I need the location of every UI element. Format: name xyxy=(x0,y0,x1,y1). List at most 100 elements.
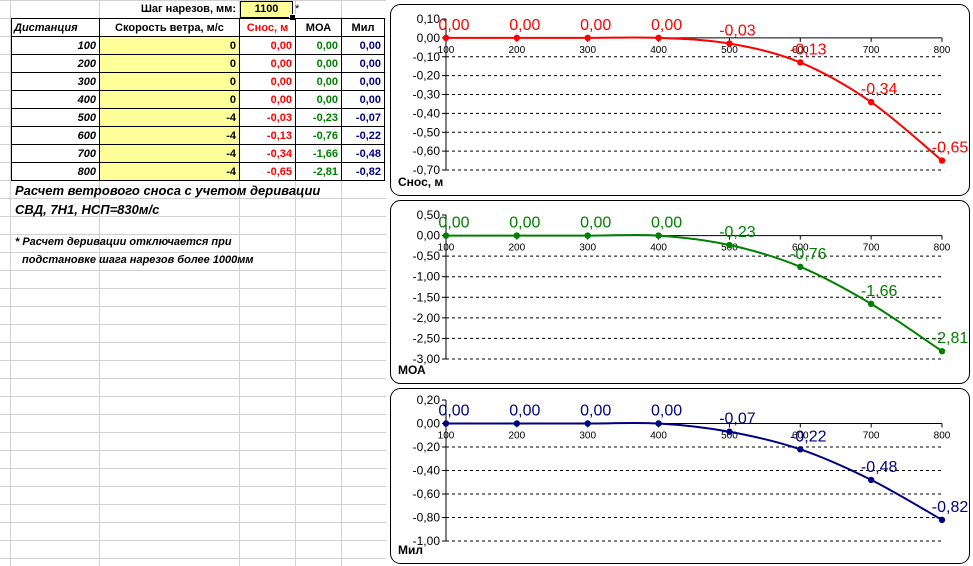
data-point xyxy=(655,34,662,42)
data-label: -0,65 xyxy=(932,140,969,157)
x-tick-label: 800 xyxy=(934,243,951,254)
cell-drift: 0,00 xyxy=(239,90,296,109)
y-tick-label: -0,10 xyxy=(413,50,441,64)
cell-mil: -0,07 xyxy=(341,108,385,127)
data-label: 0,00 xyxy=(580,403,611,420)
cell-wind[interactable]: -4 xyxy=(99,162,240,181)
y-tick-label: 0,50 xyxy=(417,208,441,222)
cell-drift: -0,13 xyxy=(239,126,296,145)
y-tick-label: -0,80 xyxy=(413,511,441,525)
cell-wind[interactable]: -4 xyxy=(99,144,240,163)
footnote-line1: * Расчет деривации отключается при xyxy=(15,236,232,248)
x-tick-label: 200 xyxy=(509,45,526,56)
note-title: Расчет ветрового сноса с учетом дериваци… xyxy=(15,183,321,198)
chart-frame xyxy=(390,4,970,196)
data-label: -0,07 xyxy=(719,411,756,428)
cell-wind[interactable]: 0 xyxy=(99,72,240,91)
x-tick-label: 200 xyxy=(509,243,526,254)
data-label: -1,66 xyxy=(861,283,898,300)
data-point xyxy=(938,347,946,355)
y-tick-label: -3,00 xyxy=(413,352,441,366)
data-label: -0,82 xyxy=(932,499,969,516)
data-label: -0,23 xyxy=(719,224,756,241)
x-tick-label: 100 xyxy=(438,45,455,56)
data-label: 0,00 xyxy=(509,215,540,232)
cell-moa: 0,00 xyxy=(295,90,342,109)
cell-moa: -1,66 xyxy=(295,144,342,163)
y-tick-label: -2,00 xyxy=(413,311,441,325)
data-label: -0,76 xyxy=(790,246,827,263)
cell-wind[interactable]: 0 xyxy=(99,90,240,109)
data-point xyxy=(584,420,591,427)
header-drift: Снос, м xyxy=(239,18,296,37)
chart-moa[interactable]: 0,500,00-0,50-1,00-1,50-2,00-2,50-3,0010… xyxy=(390,200,970,384)
cell-dist: 300 xyxy=(11,72,100,91)
y-tick-label: -1,00 xyxy=(413,270,441,284)
cell-mil: -0,22 xyxy=(341,126,385,145)
data-label: -2,81 xyxy=(932,330,969,347)
data-label: 0,00 xyxy=(651,215,682,232)
data-point xyxy=(938,157,946,164)
x-tick-label: 600 xyxy=(792,431,809,442)
cell-resize-handle[interactable] xyxy=(289,14,296,21)
cell-mil: 0,00 xyxy=(341,72,385,91)
cell-mil: -0,48 xyxy=(341,144,385,163)
cell-mil: 0,00 xyxy=(341,90,385,109)
y-tick-label: 0,00 xyxy=(417,31,441,45)
data-label: 0,00 xyxy=(651,17,682,34)
data-point xyxy=(797,263,804,271)
y-tick-label: -0,20 xyxy=(413,440,441,454)
cell-wind[interactable]: -4 xyxy=(99,126,240,145)
cell-dist: 200 xyxy=(11,54,100,73)
header-moa: МОА xyxy=(295,18,342,37)
y-axis-title: МОА xyxy=(398,363,426,377)
data-label: -0,34 xyxy=(861,81,898,98)
data-point xyxy=(797,59,804,66)
data-point xyxy=(442,232,450,239)
y-tick-label: -0,70 xyxy=(413,163,441,177)
data-label: 0,00 xyxy=(580,17,611,34)
x-tick-label: 800 xyxy=(934,45,951,56)
x-tick-label: 500 xyxy=(721,45,738,56)
footnote-line2: подстановке шага нарезов более 1000мм xyxy=(22,254,254,266)
note-rifle: СВД, 7Н1, НСП=830м/с xyxy=(15,202,160,217)
data-point xyxy=(513,34,521,42)
data-point xyxy=(726,241,733,249)
cell-moa: 0,00 xyxy=(295,36,342,55)
data-point xyxy=(867,300,875,308)
y-tick-label: -0,20 xyxy=(413,69,441,83)
data-point xyxy=(867,98,875,106)
x-tick-label: 600 xyxy=(792,243,809,254)
y-tick-label: -0,50 xyxy=(413,125,441,139)
cell-wind[interactable]: -4 xyxy=(99,108,240,127)
x-tick-label: 500 xyxy=(721,431,738,442)
cell-moa: -0,76 xyxy=(295,126,342,145)
cell-drift: 0,00 xyxy=(239,54,296,73)
data-point xyxy=(797,446,804,453)
cell-dist: 500 xyxy=(11,108,100,127)
x-tick-label: 300 xyxy=(579,431,596,442)
cell-moa: 0,00 xyxy=(295,54,342,73)
data-point xyxy=(938,516,946,524)
y-tick-label: -0,60 xyxy=(413,144,441,158)
cell-wind[interactable]: 0 xyxy=(99,36,240,55)
data-label: 0,00 xyxy=(438,215,469,232)
cell-dist: 400 xyxy=(11,90,100,109)
cell-wind[interactable]: 0 xyxy=(99,54,240,73)
x-tick-label: 800 xyxy=(934,431,951,442)
y-tick-label: -0,60 xyxy=(413,487,441,501)
cell-drift: 0,00 xyxy=(239,72,296,91)
cell-drift: 0,00 xyxy=(239,36,296,55)
data-point xyxy=(655,232,662,239)
data-label: 0,00 xyxy=(651,403,682,420)
pitch-input[interactable]: 1100 xyxy=(240,1,293,18)
data-point xyxy=(442,420,450,427)
data-label: -0,03 xyxy=(719,23,756,40)
cell-mil: -0,82 xyxy=(341,162,385,181)
chart-drift-m[interactable]: 0,100,00-0,10-0,20-0,30-0,40-0,50-0,60-0… xyxy=(390,4,970,196)
x-tick-label: 200 xyxy=(509,431,526,442)
cell-drift: -0,34 xyxy=(239,144,296,163)
data-label: 0,00 xyxy=(580,215,611,232)
